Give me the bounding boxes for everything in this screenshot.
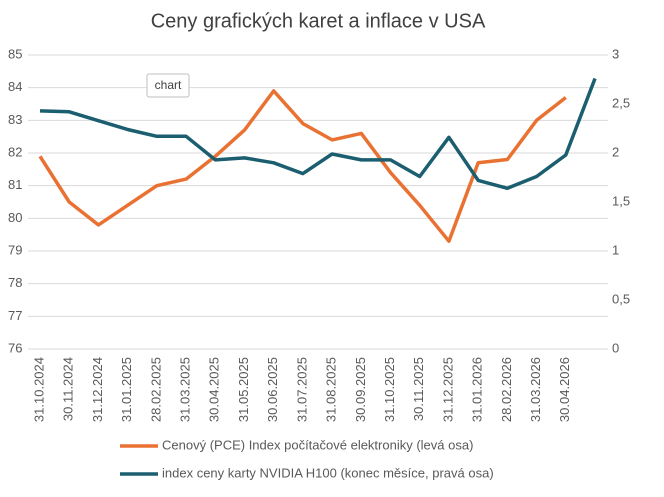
x-tick-label: 31.07.2025	[294, 357, 309, 422]
series-line	[38, 89, 567, 243]
x-tick-label: 31.01.2026	[470, 357, 485, 422]
y2-tick-label: 0,5	[612, 291, 630, 306]
x-tick-label: 30.04.2026	[557, 357, 572, 422]
tooltip-box	[146, 73, 190, 98]
x-tick-label: 31.10.2025	[382, 357, 397, 422]
y-tick-label: 84	[8, 79, 22, 94]
x-tick-label: 31.12.2025	[440, 357, 455, 422]
series-line	[39, 77, 597, 191]
x-tick-label: 28.02.2026	[499, 357, 514, 422]
legend-label: index ceny karty NVIDIA H100 (konec měsí…	[162, 465, 494, 480]
x-tick-label: 30.11.2025	[411, 357, 426, 421]
y-tick-label: 77	[8, 308, 22, 323]
y2-tick-label: 2	[612, 144, 619, 159]
y-tick-label: 76	[8, 340, 22, 355]
y2-tick-label: 1	[612, 242, 619, 257]
x-tick-label: 31.03.2026	[528, 357, 543, 422]
tooltip: chart	[155, 78, 182, 92]
y-tick-label: 78	[8, 275, 22, 290]
y-tick-label: 81	[8, 177, 22, 192]
y-tick-label: 79	[8, 242, 22, 257]
x-tick-label: 31.12.2024	[90, 357, 105, 422]
x-tick-label: 30.09.2025	[353, 357, 368, 422]
x-tick-label: 31.08.2025	[324, 357, 339, 422]
y-tick-label: 83	[8, 112, 22, 127]
y2-tick-label: 0	[612, 340, 619, 355]
y-tick-label: 85	[8, 46, 22, 61]
x-tick-label: 30.06.2025	[265, 357, 280, 422]
y-tick-label: 80	[8, 210, 22, 225]
x-tick-label: 31.10.2024	[31, 357, 46, 422]
x-tick-label: 31.05.2025	[236, 357, 251, 422]
legend-label: Cenový (PCE) Index počítačové elektronik…	[162, 437, 473, 452]
y2-tick-label: 3	[612, 46, 619, 61]
y2-tick-label: 2,5	[612, 95, 630, 110]
x-tick-label: 31.03.2025	[177, 357, 192, 422]
x-tick-label: 28.02.2025	[148, 357, 163, 422]
x-tick-label: 30.04.2025	[207, 357, 222, 422]
y-tick-label: 82	[8, 144, 22, 159]
x-tick-label: 30.11.2024	[61, 357, 76, 421]
x-tick-label: 31.01.2025	[119, 357, 134, 422]
chart-title: Ceny grafických karet a inflace v USA	[151, 10, 486, 32]
y2-tick-label: 1,5	[612, 193, 630, 208]
